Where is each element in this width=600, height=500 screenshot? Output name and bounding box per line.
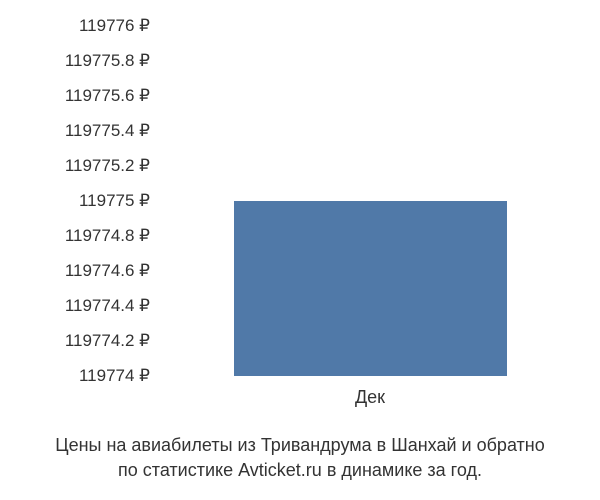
- y-tick-label: 119775.8 ₽: [65, 51, 150, 71]
- y-tick-label: 119774.6 ₽: [65, 261, 150, 281]
- y-axis: 119776 ₽119775.8 ₽119775.6 ₽119775.4 ₽11…: [0, 20, 155, 410]
- chart-container: 119776 ₽119775.8 ₽119775.6 ₽119775.4 ₽11…: [0, 20, 600, 410]
- y-tick-label: 119774.2 ₽: [65, 331, 150, 351]
- caption-line-1: Цены на авиабилеты из Тривандрума в Шанх…: [55, 435, 545, 455]
- y-tick-label: 119774 ₽: [79, 366, 150, 386]
- y-tick-label: 119775.6 ₽: [65, 86, 150, 106]
- y-tick-label: 119774.8 ₽: [65, 226, 150, 246]
- y-tick-label: 119775.2 ₽: [65, 156, 150, 176]
- x-tick-label: Дек: [355, 387, 385, 408]
- bar: [234, 201, 507, 376]
- caption-line-2: по статистике Avticket.ru в динамике за …: [118, 460, 482, 480]
- y-tick-label: 119775 ₽: [79, 191, 150, 211]
- y-tick-label: 119774.4 ₽: [65, 296, 150, 316]
- plot-area: Дек: [160, 20, 580, 376]
- chart-caption: Цены на авиабилеты из Тривандрума в Шанх…: [0, 433, 600, 482]
- y-tick-label: 119775.4 ₽: [65, 121, 150, 141]
- y-tick-label: 119776 ₽: [79, 16, 150, 36]
